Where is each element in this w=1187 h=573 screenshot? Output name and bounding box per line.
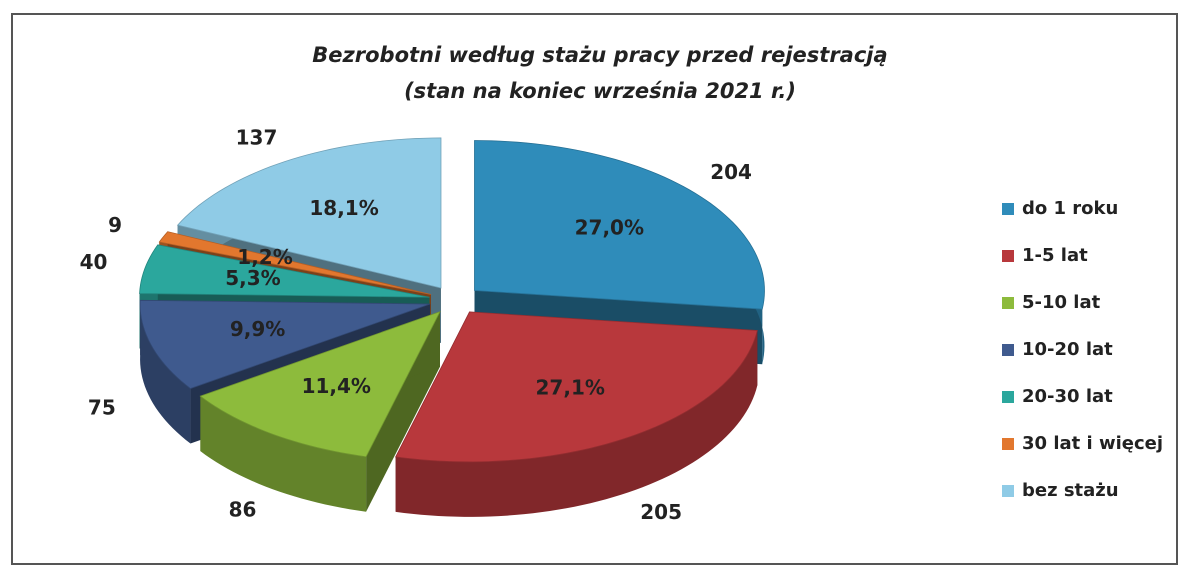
legend-swatch xyxy=(1002,203,1014,215)
value-label: 75 xyxy=(88,396,116,420)
slice xyxy=(474,140,765,365)
value-label: 9 xyxy=(108,213,122,237)
value-label: 204 xyxy=(710,160,752,184)
legend-label: do 1 roku xyxy=(1022,198,1118,219)
percent-label: 18,1% xyxy=(309,196,378,220)
value-label: 205 xyxy=(640,500,682,524)
legend-swatch xyxy=(1002,297,1014,309)
slice-outer-wall xyxy=(200,396,367,512)
percent-label: 27,0% xyxy=(575,216,644,240)
slice-top xyxy=(199,310,441,458)
percent-label: 27,1% xyxy=(536,375,605,399)
legend-label: 5-10 lat xyxy=(1022,292,1101,313)
legend-label: 30 lat i więcej xyxy=(1022,433,1163,454)
slice-top xyxy=(139,299,431,389)
percent-label: 9,9% xyxy=(230,317,285,341)
percent-label: 5,3% xyxy=(225,266,280,290)
value-label: 86 xyxy=(229,498,257,522)
slice-top xyxy=(395,311,758,463)
slice-top xyxy=(158,231,432,295)
slice xyxy=(395,311,758,517)
legend-label: 10-20 lat xyxy=(1022,339,1113,360)
chart-title: Bezrobotni według stażu pracy przed reje… xyxy=(312,43,887,67)
chart-subtitle: (stan na koniec września 2021 r.) xyxy=(404,79,796,103)
legend-swatch xyxy=(1002,485,1014,497)
pie: 27,0% 204 27,1% 205 11,4% 86 9,9% 75 5,3% 40 1,2% 9… xyxy=(80,125,765,524)
slice-top xyxy=(474,140,765,310)
slice-top xyxy=(176,137,442,289)
value-label: 40 xyxy=(80,250,108,274)
legend-label: bez stażu xyxy=(1022,480,1119,501)
legend-swatch xyxy=(1002,344,1014,356)
legend-swatch xyxy=(1002,250,1014,262)
slice-outer-wall xyxy=(140,300,191,444)
slice-top xyxy=(139,244,430,298)
legend-label: 1-5 lat xyxy=(1022,245,1088,266)
percent-label: 11,4% xyxy=(302,374,371,398)
legend-swatch xyxy=(1002,438,1014,450)
slice-outer-wall xyxy=(395,330,758,517)
percent-label: 1,2% xyxy=(237,245,292,269)
legend-label: 20-30 lat xyxy=(1022,386,1113,407)
slice xyxy=(199,310,441,512)
legend-swatch xyxy=(1002,391,1014,403)
legend: do 1 roku 1-5 lat 5-10 lat 10-20 lat 20-30 l… xyxy=(1002,198,1163,501)
value-label: 137 xyxy=(236,125,278,149)
